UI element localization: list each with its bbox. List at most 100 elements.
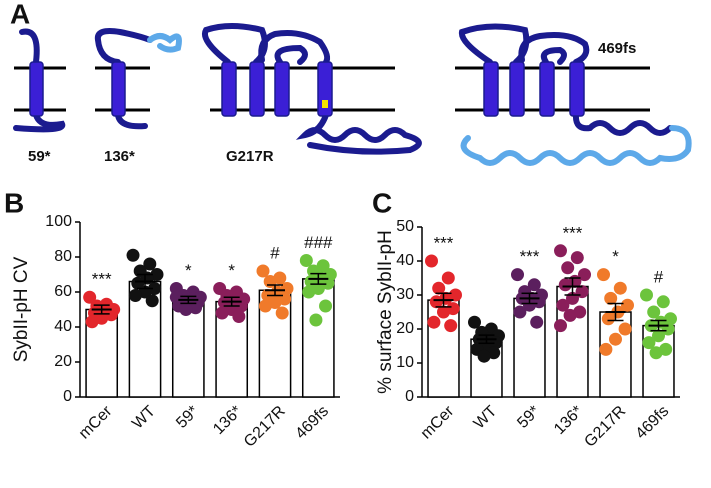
data-point (145, 294, 159, 308)
significance-label: * (228, 261, 235, 280)
significance-label: *** (563, 223, 583, 242)
x-tick-label: 136* (210, 403, 245, 438)
y-tick-label: 30 (396, 286, 414, 303)
data-point (563, 308, 577, 322)
data-point (432, 281, 446, 295)
y-tick-label: 0 (63, 388, 72, 405)
protein-diagram (13, 23, 692, 166)
data-point (647, 305, 661, 319)
data-point (642, 336, 656, 350)
x-tick-label: mCer (76, 402, 116, 442)
data-point (131, 276, 145, 290)
data-point (126, 248, 140, 262)
data-point (441, 271, 455, 285)
construct-label: 469fs (598, 40, 636, 57)
data-point (609, 332, 622, 346)
y-tick-label: 20 (396, 320, 414, 337)
data-point (649, 346, 663, 360)
x-tick-label: 469fs (633, 403, 673, 443)
x-tick-label: 59* (514, 403, 543, 432)
x-tick-label: mCer (418, 402, 458, 442)
data-point (437, 305, 450, 319)
y-axis-label: SybII-pH CV (11, 256, 32, 362)
panel-label: C (372, 187, 392, 218)
data-point (558, 278, 572, 292)
data-point (578, 268, 591, 282)
panel-label: A (10, 0, 30, 29)
data-point (513, 305, 527, 319)
data-point (597, 268, 610, 282)
data-point (618, 322, 632, 336)
data-point (527, 278, 541, 292)
significance-label: * (185, 261, 192, 280)
data-point (169, 290, 183, 304)
data-point (302, 285, 316, 299)
data-point (621, 298, 634, 312)
data-point (511, 268, 524, 282)
y-tick-label: 80 (54, 248, 72, 265)
data-point (554, 244, 567, 258)
significance-label: * (612, 247, 619, 266)
data-point (613, 281, 627, 295)
data-point (652, 329, 665, 343)
construct-label: G217R (226, 148, 274, 165)
data-point (604, 291, 618, 305)
y-tick-label: 100 (45, 213, 72, 230)
x-tick-label: G217R (581, 403, 629, 451)
data-point (85, 315, 99, 329)
data-point (530, 315, 544, 329)
x-tick-label: 59* (173, 403, 202, 432)
significance-label: *** (434, 233, 454, 252)
bar (171, 299, 205, 398)
data-point (299, 254, 313, 267)
data-point (601, 312, 615, 326)
data-point (429, 295, 443, 309)
y-tick-label: 20 (54, 353, 72, 370)
construct-label: 59* (28, 148, 51, 165)
data-point (656, 295, 670, 309)
data-point (556, 298, 570, 312)
data-point (321, 276, 335, 290)
data-point (599, 342, 613, 356)
data-point (215, 306, 229, 320)
data-point (425, 254, 438, 268)
data-point (319, 299, 333, 313)
data-point (561, 261, 575, 275)
data-point (256, 264, 270, 278)
data-point (258, 299, 272, 313)
bar (301, 278, 335, 398)
panel-label: B (4, 187, 24, 218)
significance-label: # (270, 243, 280, 262)
data-point (570, 251, 584, 265)
data-point (189, 301, 203, 315)
data-point (523, 298, 536, 312)
data-point (427, 315, 441, 329)
y-tick-label: 0 (405, 388, 414, 405)
data-point (468, 315, 481, 329)
construct-label: 136* (104, 148, 135, 165)
y-tick-label: 10 (396, 354, 414, 371)
y-tick-label: 40 (54, 318, 72, 335)
data-point (232, 310, 246, 323)
significance-label: *** (520, 247, 540, 266)
x-tick-label: WT (471, 403, 501, 433)
significance-label: # (654, 267, 664, 286)
x-tick-label: G217R (241, 403, 289, 451)
data-point (83, 290, 97, 304)
data-point (128, 289, 142, 302)
data-point (309, 313, 323, 327)
data-point (143, 257, 157, 271)
significance-label: ### (304, 233, 333, 252)
data-point (554, 319, 567, 333)
data-point (179, 303, 193, 316)
x-tick-label: 469fs (292, 403, 332, 443)
x-tick-label: WT (129, 403, 159, 433)
significance-label: *** (92, 270, 112, 289)
data-point (640, 288, 653, 302)
y-axis-label: % surface SybII-pH (375, 230, 396, 394)
y-tick-label: 60 (54, 283, 72, 300)
y-tick-label: 40 (396, 252, 414, 269)
data-point (477, 349, 491, 363)
y-tick-label: 50 (396, 218, 414, 235)
